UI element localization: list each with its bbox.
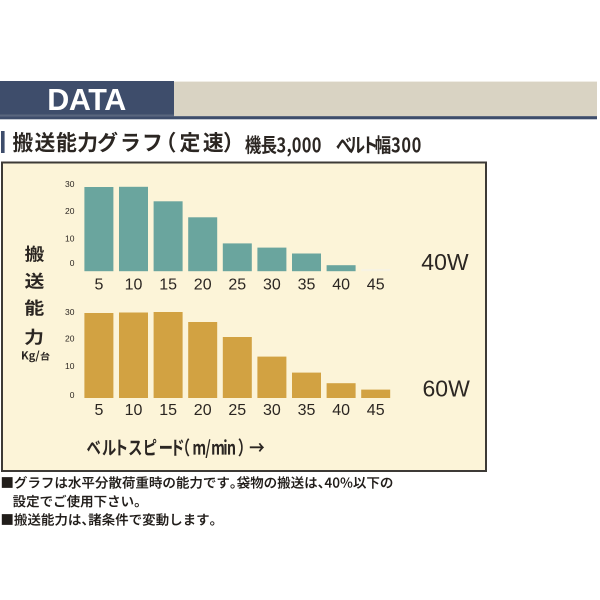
svg-text:30: 30 — [65, 179, 75, 189]
svg-text:15: 15 — [159, 402, 177, 419]
svg-text:30: 30 — [263, 402, 281, 419]
svg-text:30: 30 — [65, 307, 75, 317]
svg-text:0: 0 — [70, 390, 75, 400]
svg-text:5: 5 — [94, 402, 103, 419]
svg-text:25: 25 — [228, 402, 246, 419]
svg-text:0: 0 — [70, 258, 75, 268]
svg-text:10: 10 — [65, 233, 75, 243]
svg-text:10: 10 — [65, 361, 75, 371]
svg-text:10: 10 — [125, 277, 143, 294]
svg-text:40W: 40W — [421, 249, 469, 275]
svg-text:45: 45 — [367, 402, 385, 419]
svg-text:25: 25 — [228, 277, 246, 294]
svg-text:35: 35 — [298, 277, 316, 294]
svg-text:10: 10 — [125, 402, 143, 419]
svg-text:40: 40 — [332, 277, 350, 294]
svg-text:15: 15 — [159, 277, 177, 294]
svg-text:30: 30 — [263, 277, 281, 294]
svg-text:20: 20 — [194, 277, 212, 294]
svg-text:40: 40 — [332, 402, 350, 419]
svg-text:DATA: DATA — [47, 83, 126, 117]
svg-text:35: 35 — [298, 402, 316, 419]
svg-text:20: 20 — [65, 334, 75, 344]
svg-text:60W: 60W — [423, 375, 471, 401]
svg-text:20: 20 — [194, 402, 212, 419]
svg-text:45: 45 — [367, 277, 385, 294]
svg-text:20: 20 — [65, 206, 75, 216]
svg-text:5: 5 — [94, 277, 103, 294]
